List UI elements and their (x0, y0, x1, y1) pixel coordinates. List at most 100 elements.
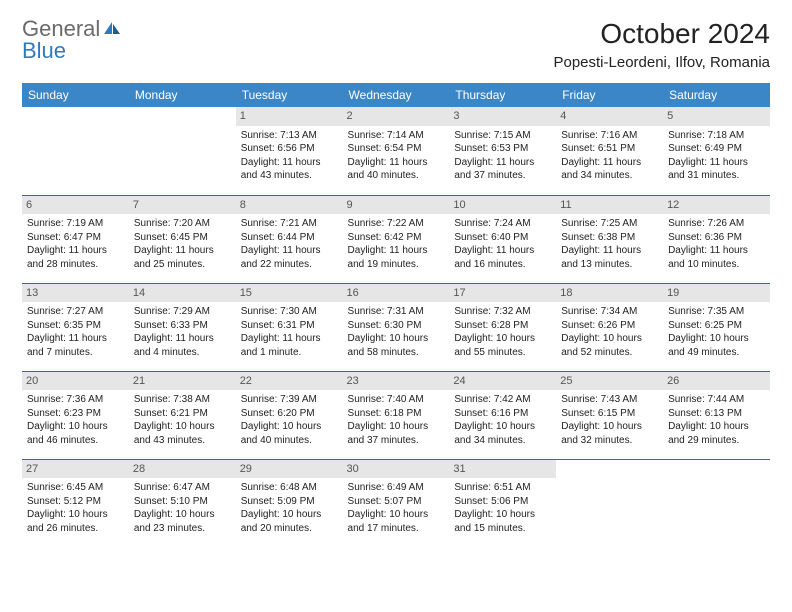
sunrise-line: Sunrise: 7:13 AM (241, 129, 338, 143)
calendar-cell: 16Sunrise: 7:31 AMSunset: 6:30 PMDayligh… (343, 283, 450, 371)
sunset-line: Sunset: 6:53 PM (454, 142, 551, 156)
logo-text-blue: Blue (22, 38, 66, 63)
day-number: 18 (556, 284, 663, 303)
calendar-cell: 2Sunrise: 7:14 AMSunset: 6:54 PMDaylight… (343, 107, 450, 195)
day-number: 9 (343, 196, 450, 215)
calendar-cell: 29Sunrise: 6:48 AMSunset: 5:09 PMDayligh… (236, 459, 343, 547)
daylight-line: Daylight: 10 hours and 40 minutes. (241, 420, 338, 447)
daylight-line: Daylight: 11 hours and 7 minutes. (27, 332, 124, 359)
day-number: 14 (129, 284, 236, 303)
calendar-cell: 11Sunrise: 7:25 AMSunset: 6:38 PMDayligh… (556, 195, 663, 283)
sunrise-line: Sunrise: 6:48 AM (241, 481, 338, 495)
day-of-week-header: Sunday (22, 83, 129, 107)
logo: General Blue (22, 18, 122, 62)
sunset-line: Sunset: 6:28 PM (454, 319, 551, 333)
sunset-line: Sunset: 6:18 PM (348, 407, 445, 421)
sunrise-line: Sunrise: 7:22 AM (348, 217, 445, 231)
calendar-table: SundayMondayTuesdayWednesdayThursdayFrid… (22, 83, 770, 547)
daylight-line: Daylight: 10 hours and 55 minutes. (454, 332, 551, 359)
header: General Blue October 2024 Popesti-Leorde… (22, 18, 770, 71)
calendar-cell (663, 459, 770, 547)
sunrise-line: Sunrise: 7:36 AM (27, 393, 124, 407)
sunrise-line: Sunrise: 7:25 AM (561, 217, 658, 231)
calendar-cell: 21Sunrise: 7:38 AMSunset: 6:21 PMDayligh… (129, 371, 236, 459)
calendar-cell: 3Sunrise: 7:15 AMSunset: 6:53 PMDaylight… (449, 107, 556, 195)
sunrise-line: Sunrise: 7:35 AM (668, 305, 765, 319)
sunrise-line: Sunrise: 7:26 AM (668, 217, 765, 231)
sunrise-line: Sunrise: 7:44 AM (668, 393, 765, 407)
daylight-line: Daylight: 11 hours and 43 minutes. (241, 156, 338, 183)
calendar-cell: 12Sunrise: 7:26 AMSunset: 6:36 PMDayligh… (663, 195, 770, 283)
daylight-line: Daylight: 10 hours and 34 minutes. (454, 420, 551, 447)
day-number: 3 (449, 107, 556, 126)
day-number: 30 (343, 460, 450, 479)
calendar-cell: 15Sunrise: 7:30 AMSunset: 6:31 PMDayligh… (236, 283, 343, 371)
daylight-line: Daylight: 11 hours and 22 minutes. (241, 244, 338, 271)
sunset-line: Sunset: 6:15 PM (561, 407, 658, 421)
daylight-line: Daylight: 10 hours and 23 minutes. (134, 508, 231, 535)
daylight-line: Daylight: 10 hours and 49 minutes. (668, 332, 765, 359)
sunrise-line: Sunrise: 7:40 AM (348, 393, 445, 407)
sunrise-line: Sunrise: 6:51 AM (454, 481, 551, 495)
day-number: 26 (663, 372, 770, 391)
day-number: 10 (449, 196, 556, 215)
calendar-cell (22, 107, 129, 195)
calendar-row: 1Sunrise: 7:13 AMSunset: 6:56 PMDaylight… (22, 107, 770, 195)
calendar-row: 27Sunrise: 6:45 AMSunset: 5:12 PMDayligh… (22, 459, 770, 547)
day-number: 12 (663, 196, 770, 215)
calendar-cell: 19Sunrise: 7:35 AMSunset: 6:25 PMDayligh… (663, 283, 770, 371)
sunset-line: Sunset: 6:51 PM (561, 142, 658, 156)
sunset-line: Sunset: 6:31 PM (241, 319, 338, 333)
sunrise-line: Sunrise: 7:39 AM (241, 393, 338, 407)
calendar-cell: 5Sunrise: 7:18 AMSunset: 6:49 PMDaylight… (663, 107, 770, 195)
day-of-week-row: SundayMondayTuesdayWednesdayThursdayFrid… (22, 83, 770, 107)
sunset-line: Sunset: 6:42 PM (348, 231, 445, 245)
sunrise-line: Sunrise: 7:16 AM (561, 129, 658, 143)
day-number: 1 (236, 107, 343, 126)
title-block: October 2024 Popesti-Leordeni, Ilfov, Ro… (553, 18, 770, 71)
calendar-cell: 18Sunrise: 7:34 AMSunset: 6:26 PMDayligh… (556, 283, 663, 371)
sunrise-line: Sunrise: 7:32 AM (454, 305, 551, 319)
day-number: 20 (22, 372, 129, 391)
daylight-line: Daylight: 10 hours and 43 minutes. (134, 420, 231, 447)
location: Popesti-Leordeni, Ilfov, Romania (553, 54, 770, 71)
sunrise-line: Sunrise: 7:31 AM (348, 305, 445, 319)
calendar-cell: 23Sunrise: 7:40 AMSunset: 6:18 PMDayligh… (343, 371, 450, 459)
daylight-line: Daylight: 10 hours and 20 minutes. (241, 508, 338, 535)
day-number: 24 (449, 372, 556, 391)
daylight-line: Daylight: 10 hours and 29 minutes. (668, 420, 765, 447)
daylight-line: Daylight: 10 hours and 58 minutes. (348, 332, 445, 359)
sunset-line: Sunset: 5:10 PM (134, 495, 231, 509)
sunrise-line: Sunrise: 7:30 AM (241, 305, 338, 319)
sunset-line: Sunset: 6:47 PM (27, 231, 124, 245)
calendar-cell: 24Sunrise: 7:42 AMSunset: 6:16 PMDayligh… (449, 371, 556, 459)
month-title: October 2024 (553, 18, 770, 50)
sunrise-line: Sunrise: 7:19 AM (27, 217, 124, 231)
sunrise-line: Sunrise: 7:34 AM (561, 305, 658, 319)
calendar-cell: 7Sunrise: 7:20 AMSunset: 6:45 PMDaylight… (129, 195, 236, 283)
calendar-cell: 17Sunrise: 7:32 AMSunset: 6:28 PMDayligh… (449, 283, 556, 371)
sunset-line: Sunset: 5:07 PM (348, 495, 445, 509)
sunset-line: Sunset: 6:38 PM (561, 231, 658, 245)
calendar-body: 1Sunrise: 7:13 AMSunset: 6:56 PMDaylight… (22, 107, 770, 547)
sunset-line: Sunset: 6:26 PM (561, 319, 658, 333)
day-of-week-header: Tuesday (236, 83, 343, 107)
sunset-line: Sunset: 6:25 PM (668, 319, 765, 333)
logo-sail-icon (102, 18, 122, 40)
daylight-line: Daylight: 10 hours and 46 minutes. (27, 420, 124, 447)
daylight-line: Daylight: 11 hours and 25 minutes. (134, 244, 231, 271)
day-number: 22 (236, 372, 343, 391)
calendar-cell (556, 459, 663, 547)
day-number: 15 (236, 284, 343, 303)
sunset-line: Sunset: 6:30 PM (348, 319, 445, 333)
calendar-cell: 28Sunrise: 6:47 AMSunset: 5:10 PMDayligh… (129, 459, 236, 547)
day-number: 5 (663, 107, 770, 126)
day-number: 6 (22, 196, 129, 215)
sunset-line: Sunset: 6:21 PM (134, 407, 231, 421)
sunset-line: Sunset: 6:33 PM (134, 319, 231, 333)
day-number: 13 (22, 284, 129, 303)
daylight-line: Daylight: 10 hours and 26 minutes. (27, 508, 124, 535)
sunset-line: Sunset: 5:09 PM (241, 495, 338, 509)
day-number: 28 (129, 460, 236, 479)
sunrise-line: Sunrise: 7:18 AM (668, 129, 765, 143)
